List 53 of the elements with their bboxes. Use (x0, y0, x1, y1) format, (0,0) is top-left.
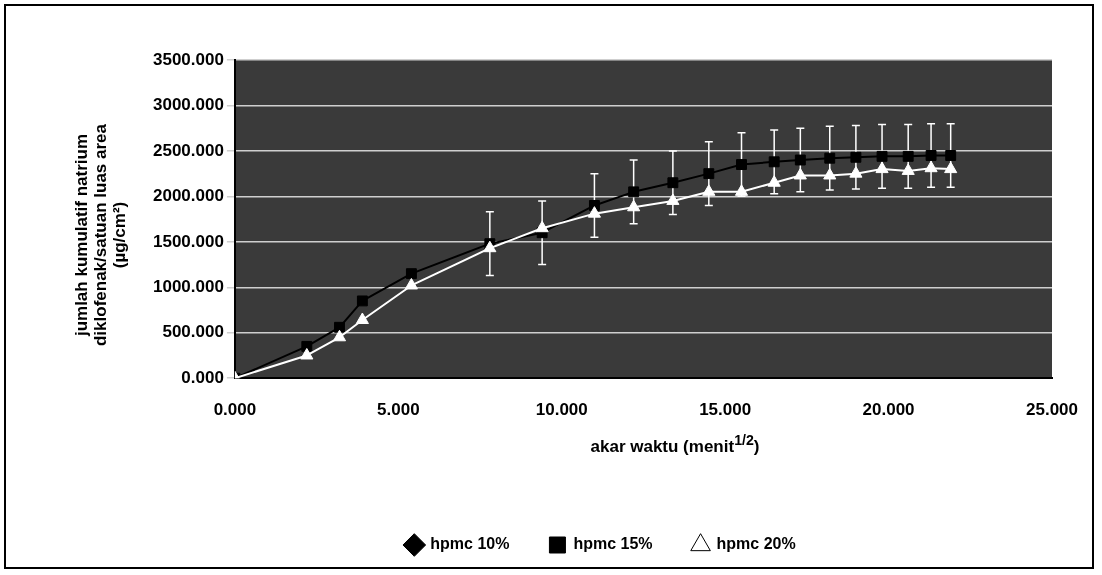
y-tick-label: 1500.000 (153, 231, 224, 251)
point (702, 184, 716, 196)
point (356, 295, 368, 307)
point (794, 154, 806, 166)
point (301, 340, 313, 352)
point (736, 159, 747, 170)
point (627, 199, 641, 212)
point (793, 167, 807, 180)
point (850, 151, 862, 163)
x-tick-label: 5.000 (377, 400, 420, 420)
point (734, 184, 749, 196)
point (355, 312, 369, 325)
y-tick-label: 0.000 (181, 367, 224, 387)
point (404, 277, 418, 290)
point (876, 150, 888, 162)
point (944, 161, 958, 174)
point (628, 186, 640, 198)
y-tick-label: 3000.000 (153, 95, 224, 115)
point (666, 193, 680, 205)
x-axis-title: akar waktu (menit$^{1/2}$) (589, 432, 761, 457)
y-tick-label: 500.000 (162, 322, 224, 342)
point (925, 150, 937, 161)
legend-label: hpmc 20% (716, 535, 796, 553)
x-tick-label: 20.000 (862, 400, 915, 420)
point (332, 329, 347, 342)
point (901, 163, 915, 175)
y-tick-label: 2500.000 (153, 140, 224, 160)
y-tick-label: 3500.000 (153, 49, 224, 69)
x-tick-label: 10.000 (535, 400, 588, 420)
point (768, 156, 780, 168)
point (924, 160, 938, 173)
point (767, 175, 781, 187)
point (667, 177, 679, 189)
y-tick-label: 2000.000 (153, 186, 224, 206)
x-tick-label: 15.000 (699, 400, 752, 420)
legend-label: hpmc 10% (430, 535, 510, 553)
point (334, 321, 345, 333)
point (945, 150, 957, 161)
point (405, 268, 417, 280)
x-tick-label: 0.000 (213, 400, 257, 420)
point (849, 166, 863, 178)
point (587, 206, 601, 218)
point (875, 161, 889, 174)
point (823, 167, 837, 180)
y-tick-label: 1000.000 (153, 276, 224, 296)
point (824, 152, 836, 164)
point (902, 150, 914, 162)
x-tick-label: 25.000 (1026, 400, 1078, 420)
point (703, 168, 715, 180)
y-axis-title: jumlah kumulatif natrium diklofenak/satuan luas area (µg/cm²) (71, 123, 129, 349)
legend-label: hpmc 15% (573, 535, 653, 553)
point (300, 347, 314, 360)
point (535, 220, 549, 233)
